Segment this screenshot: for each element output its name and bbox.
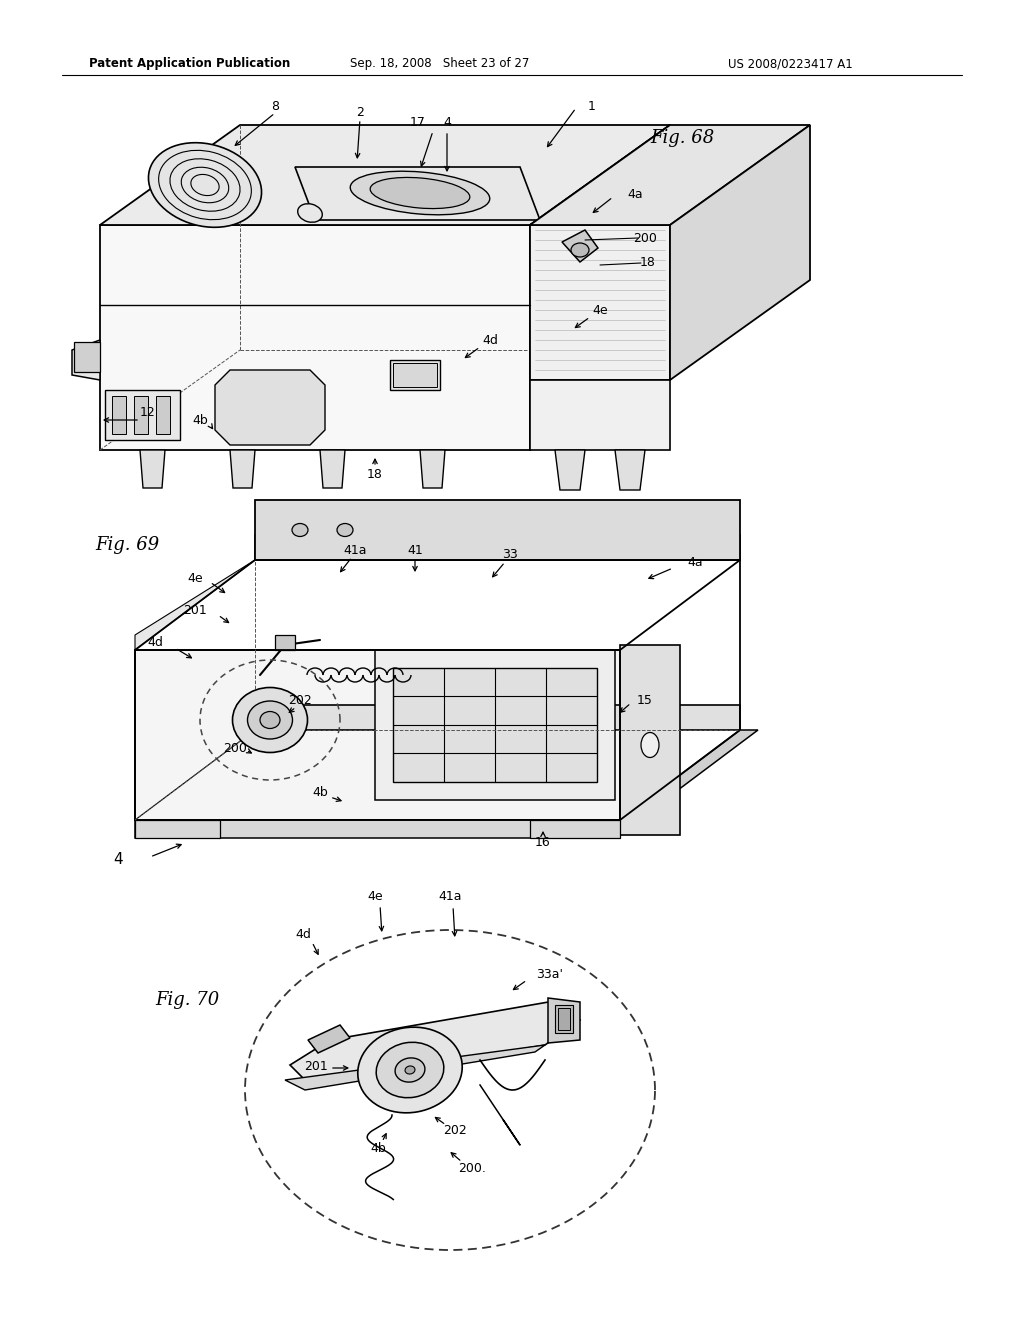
Text: 41a: 41a <box>343 544 367 557</box>
Polygon shape <box>100 125 670 224</box>
Bar <box>393 363 437 387</box>
Text: 4e: 4e <box>368 891 383 903</box>
Ellipse shape <box>292 524 308 536</box>
Text: 201: 201 <box>304 1060 328 1073</box>
Text: 200.: 200. <box>458 1162 486 1175</box>
Ellipse shape <box>395 1057 425 1082</box>
Ellipse shape <box>357 1027 462 1113</box>
Text: 4d: 4d <box>295 928 311 941</box>
Polygon shape <box>530 224 670 380</box>
Polygon shape <box>670 125 810 380</box>
Bar <box>555 1005 573 1034</box>
Bar <box>558 1008 570 1030</box>
Text: 15: 15 <box>637 693 653 706</box>
Text: 41: 41 <box>408 544 423 557</box>
Text: 4e: 4e <box>592 304 608 317</box>
Text: 200: 200 <box>633 231 657 244</box>
Text: 18: 18 <box>367 469 383 482</box>
Bar <box>390 360 440 389</box>
Text: 4b: 4b <box>193 413 208 426</box>
Polygon shape <box>140 450 165 488</box>
Text: 17: 17 <box>410 116 426 128</box>
Bar <box>74 342 100 372</box>
Polygon shape <box>308 1026 350 1053</box>
Text: 202: 202 <box>288 693 312 706</box>
Text: 33: 33 <box>502 549 518 561</box>
Ellipse shape <box>350 172 489 215</box>
Polygon shape <box>215 370 325 445</box>
Bar <box>134 396 148 434</box>
Bar <box>156 396 170 434</box>
Polygon shape <box>530 820 620 838</box>
Polygon shape <box>135 730 255 820</box>
Polygon shape <box>135 649 620 820</box>
Ellipse shape <box>298 203 323 222</box>
Ellipse shape <box>376 1043 443 1098</box>
Ellipse shape <box>260 711 280 729</box>
Bar <box>112 396 126 434</box>
Polygon shape <box>290 1001 580 1085</box>
Polygon shape <box>555 450 585 490</box>
Polygon shape <box>530 125 670 450</box>
Ellipse shape <box>148 143 261 227</box>
Text: Patent Application Publication: Patent Application Publication <box>89 58 291 70</box>
Polygon shape <box>72 341 100 380</box>
Polygon shape <box>100 224 530 450</box>
Ellipse shape <box>337 524 353 536</box>
Text: 2: 2 <box>356 107 364 120</box>
Text: Fig. 69: Fig. 69 <box>95 536 160 554</box>
Ellipse shape <box>232 688 307 752</box>
Ellipse shape <box>571 243 589 257</box>
Text: 18: 18 <box>640 256 656 269</box>
Polygon shape <box>620 730 758 820</box>
Text: 201: 201 <box>183 603 207 616</box>
Text: 4: 4 <box>443 116 451 128</box>
Polygon shape <box>135 560 255 649</box>
Text: 1: 1 <box>588 100 596 114</box>
Text: 4d: 4d <box>147 636 163 649</box>
Polygon shape <box>319 450 345 488</box>
Polygon shape <box>548 998 580 1043</box>
Ellipse shape <box>641 733 659 758</box>
Polygon shape <box>135 820 620 838</box>
Text: 41a: 41a <box>438 891 462 903</box>
Text: 200: 200 <box>223 742 247 755</box>
Text: 12: 12 <box>140 407 156 420</box>
Text: 4a: 4a <box>687 557 702 569</box>
Text: Fig. 70: Fig. 70 <box>155 991 219 1008</box>
Polygon shape <box>295 168 540 220</box>
Text: 8: 8 <box>271 100 279 114</box>
Ellipse shape <box>370 177 470 209</box>
Text: US 2008/0223417 A1: US 2008/0223417 A1 <box>728 58 852 70</box>
Ellipse shape <box>248 701 293 739</box>
Text: 16: 16 <box>536 837 551 850</box>
Text: 4d: 4d <box>482 334 498 346</box>
Polygon shape <box>255 500 740 560</box>
Polygon shape <box>562 230 598 261</box>
Polygon shape <box>615 450 645 490</box>
Text: Sep. 18, 2008   Sheet 23 of 27: Sep. 18, 2008 Sheet 23 of 27 <box>350 58 529 70</box>
Polygon shape <box>620 645 680 836</box>
Bar <box>105 389 180 440</box>
Polygon shape <box>393 668 597 781</box>
Text: 4: 4 <box>114 853 123 867</box>
Polygon shape <box>420 450 445 488</box>
Text: 4e: 4e <box>187 572 203 585</box>
Polygon shape <box>135 820 220 838</box>
Text: 4a: 4a <box>627 189 643 202</box>
Ellipse shape <box>406 1067 415 1074</box>
Polygon shape <box>255 535 740 560</box>
Polygon shape <box>375 649 615 800</box>
Bar <box>275 635 295 649</box>
Polygon shape <box>530 380 670 450</box>
Polygon shape <box>255 705 740 730</box>
Text: 4b: 4b <box>312 787 328 800</box>
Text: 33a': 33a' <box>536 969 563 982</box>
Polygon shape <box>230 450 255 488</box>
Text: Fig. 68: Fig. 68 <box>650 129 715 147</box>
Polygon shape <box>530 125 810 224</box>
Text: 202: 202 <box>443 1123 467 1137</box>
Text: 4b: 4b <box>370 1142 386 1155</box>
Polygon shape <box>285 1045 545 1090</box>
